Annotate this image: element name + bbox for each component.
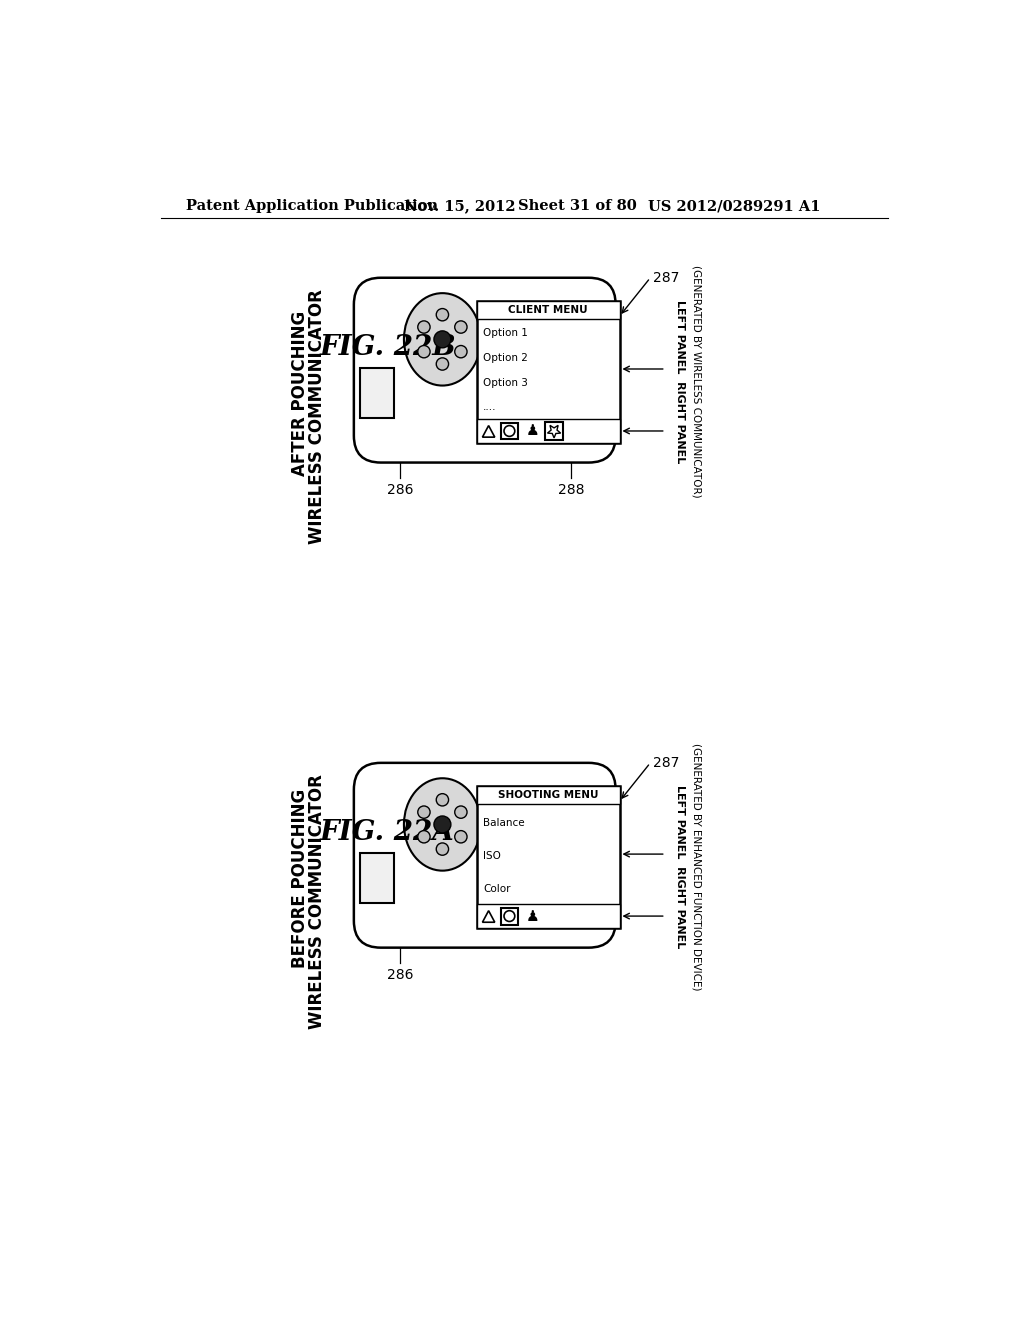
Polygon shape	[548, 425, 561, 438]
Text: Color: Color	[483, 884, 511, 894]
Circle shape	[436, 358, 449, 370]
Circle shape	[455, 807, 467, 818]
Circle shape	[436, 309, 449, 321]
Circle shape	[418, 346, 430, 358]
Text: Nov. 15, 2012: Nov. 15, 2012	[403, 199, 515, 213]
Ellipse shape	[403, 293, 481, 385]
Bar	[360, 853, 394, 903]
Text: WIRELESS COMMUNICATOR: WIRELESS COMMUNICATOR	[308, 774, 326, 1028]
Circle shape	[434, 331, 451, 348]
Circle shape	[455, 346, 467, 358]
Text: US 2012/0289291 A1: US 2012/0289291 A1	[648, 199, 820, 213]
Text: Sheet 31 of 80: Sheet 31 of 80	[518, 199, 637, 213]
Bar	[477, 785, 620, 804]
Circle shape	[418, 807, 430, 818]
Text: LEFT PANEL  RIGHT PANEL: LEFT PANEL RIGHT PANEL	[675, 785, 685, 948]
Text: Option 1: Option 1	[483, 327, 528, 338]
Text: ♟: ♟	[525, 908, 540, 924]
Text: WIRELESS COMMUNICATOR: WIRELESS COMMUNICATOR	[308, 289, 326, 544]
Polygon shape	[482, 911, 495, 923]
Bar	[501, 908, 518, 924]
Text: Patent Application Publication: Patent Application Publication	[186, 199, 438, 213]
Circle shape	[455, 321, 467, 333]
Text: ISO: ISO	[483, 851, 501, 861]
Circle shape	[436, 793, 449, 807]
Text: Option 2: Option 2	[483, 352, 528, 363]
Circle shape	[504, 425, 515, 437]
Text: (GENERATED BY WIRELESS COMMUNICATOR): (GENERATED BY WIRELESS COMMUNICATOR)	[691, 265, 701, 498]
Text: CLIENT MENU: CLIENT MENU	[509, 305, 588, 315]
Text: 287: 287	[652, 271, 679, 285]
Bar	[360, 368, 394, 418]
Text: 286: 286	[387, 968, 414, 982]
Text: FIG. 22B: FIG. 22B	[319, 334, 456, 360]
Bar	[545, 422, 563, 441]
Text: AFTER POUCHING: AFTER POUCHING	[291, 310, 309, 477]
Text: Balance: Balance	[483, 817, 525, 828]
Text: LEFT PANEL  RIGHT PANEL: LEFT PANEL RIGHT PANEL	[675, 300, 685, 463]
Bar	[477, 418, 620, 444]
Text: 288: 288	[558, 483, 585, 496]
Text: SHOOTING MENU: SHOOTING MENU	[498, 791, 599, 800]
FancyBboxPatch shape	[354, 277, 615, 462]
Bar	[477, 904, 620, 928]
Text: 287: 287	[652, 756, 679, 770]
Text: ....: ....	[483, 403, 497, 412]
Circle shape	[436, 843, 449, 855]
Circle shape	[504, 911, 515, 921]
Text: Option 3: Option 3	[483, 378, 528, 388]
Circle shape	[434, 816, 451, 833]
Text: ♟: ♟	[525, 424, 540, 438]
Circle shape	[455, 830, 467, 843]
Bar	[477, 785, 620, 928]
Text: FIG. 22A: FIG. 22A	[319, 818, 454, 846]
Text: 286: 286	[387, 483, 414, 496]
Circle shape	[418, 830, 430, 843]
Polygon shape	[482, 425, 495, 437]
Bar	[477, 301, 620, 319]
Text: (GENERATED BY ENHANCED FUNCTION DEVICE): (GENERATED BY ENHANCED FUNCTION DEVICE)	[691, 743, 701, 990]
Circle shape	[418, 321, 430, 333]
Bar	[501, 422, 518, 440]
Text: BEFORE POUCHING: BEFORE POUCHING	[291, 789, 309, 968]
FancyBboxPatch shape	[354, 763, 615, 948]
Ellipse shape	[403, 779, 481, 871]
Bar	[477, 301, 620, 444]
